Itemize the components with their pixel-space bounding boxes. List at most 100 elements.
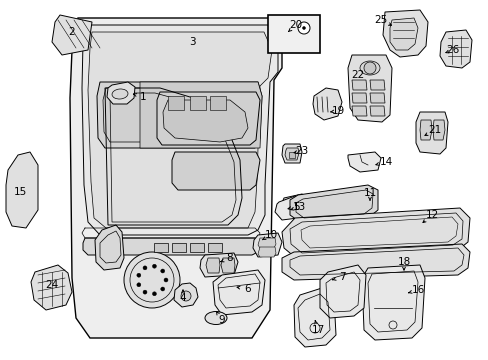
Polygon shape [361,265,424,340]
Circle shape [302,27,305,30]
Text: 3: 3 [188,37,195,47]
Polygon shape [347,55,391,122]
Text: 19: 19 [331,106,344,116]
Polygon shape [190,96,205,110]
Polygon shape [382,10,427,57]
Circle shape [297,22,309,34]
Polygon shape [200,253,238,277]
Text: 12: 12 [425,210,438,220]
Text: 10: 10 [264,230,277,240]
Text: 2: 2 [68,27,75,37]
Text: 1: 1 [140,92,146,102]
Polygon shape [369,80,384,90]
Polygon shape [351,93,366,103]
Polygon shape [107,82,135,104]
Circle shape [181,291,191,301]
Polygon shape [319,265,365,318]
Text: 17: 17 [311,325,324,335]
Polygon shape [140,82,262,148]
Circle shape [142,266,147,270]
Polygon shape [281,194,309,218]
Polygon shape [207,243,222,252]
Circle shape [363,62,375,74]
Polygon shape [172,243,185,252]
Text: 23: 23 [295,146,308,156]
Polygon shape [172,152,260,190]
Polygon shape [70,18,282,338]
Polygon shape [351,106,366,116]
Circle shape [161,287,164,291]
Polygon shape [312,88,341,120]
Text: 21: 21 [427,125,441,135]
Polygon shape [258,238,275,248]
Text: 16: 16 [410,285,424,295]
Polygon shape [289,185,377,222]
Polygon shape [168,96,183,110]
Circle shape [137,273,141,277]
Circle shape [137,283,141,287]
Text: 9: 9 [218,315,225,325]
Polygon shape [157,92,260,145]
Polygon shape [52,15,92,55]
Circle shape [152,292,156,296]
Text: 18: 18 [397,257,410,267]
Polygon shape [415,112,447,154]
Circle shape [152,264,156,268]
Polygon shape [213,270,264,315]
Polygon shape [369,106,384,116]
Polygon shape [419,120,431,140]
Polygon shape [282,144,302,163]
Polygon shape [88,32,271,228]
Polygon shape [389,18,417,50]
Polygon shape [97,82,262,148]
Polygon shape [351,80,366,90]
Text: 26: 26 [446,45,459,55]
Polygon shape [432,120,444,140]
Polygon shape [174,283,198,307]
Bar [267,15,319,53]
Polygon shape [209,96,225,110]
Polygon shape [95,225,124,270]
Ellipse shape [204,311,226,324]
Polygon shape [221,258,235,273]
Polygon shape [288,152,294,158]
Text: 22: 22 [351,70,364,80]
Polygon shape [347,152,380,172]
Polygon shape [369,93,384,103]
Text: 11: 11 [363,188,376,198]
Circle shape [161,269,164,273]
Polygon shape [31,265,72,310]
Circle shape [142,290,147,294]
Polygon shape [285,148,298,160]
Circle shape [124,252,180,308]
Polygon shape [163,100,247,142]
Polygon shape [274,196,302,220]
Polygon shape [154,243,168,252]
Polygon shape [82,25,278,235]
Text: 14: 14 [379,157,392,167]
Text: 8: 8 [226,253,233,263]
Polygon shape [293,288,335,347]
Text: 6: 6 [244,284,251,294]
Polygon shape [258,247,275,257]
Text: 5: 5 [292,202,299,212]
Polygon shape [205,258,220,273]
Polygon shape [252,233,282,257]
Polygon shape [83,238,260,255]
Polygon shape [190,243,203,252]
Ellipse shape [359,61,379,75]
Polygon shape [282,244,469,280]
Polygon shape [439,30,471,68]
Text: 13: 13 [292,202,305,212]
Text: 15: 15 [13,187,26,197]
Text: 20: 20 [289,20,302,30]
Polygon shape [282,208,469,258]
Circle shape [163,278,168,282]
Text: 4: 4 [179,293,186,303]
Polygon shape [6,152,38,228]
Polygon shape [103,88,258,142]
Text: 25: 25 [374,15,387,25]
Text: 24: 24 [45,280,59,290]
Text: 7: 7 [338,272,345,282]
Ellipse shape [112,89,128,99]
